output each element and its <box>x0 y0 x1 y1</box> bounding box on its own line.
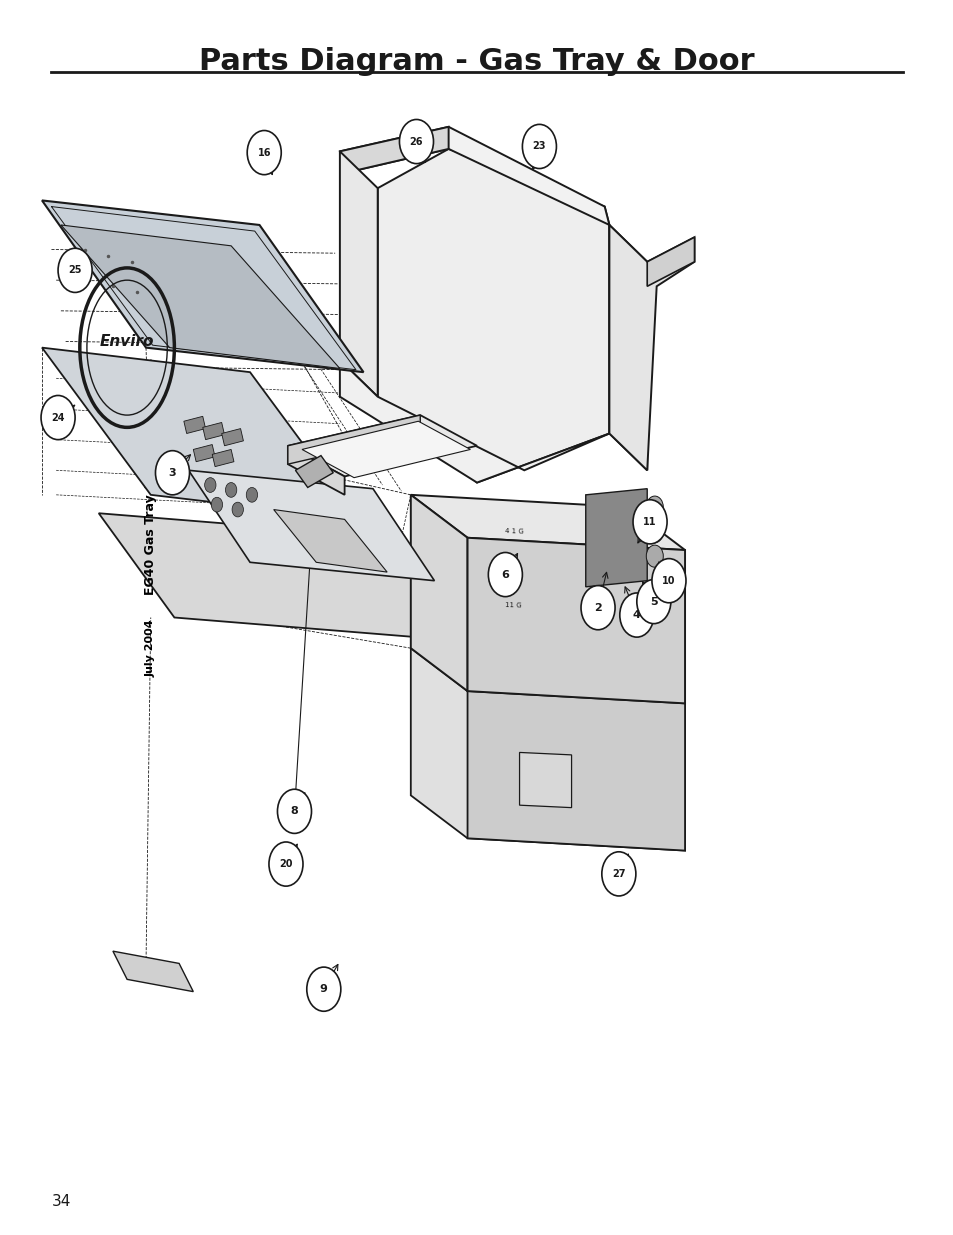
Circle shape <box>225 483 236 498</box>
Circle shape <box>522 125 556 168</box>
Polygon shape <box>339 127 609 225</box>
Polygon shape <box>189 471 434 580</box>
Text: EG40 Gas Tray & Door Assemblies: EG40 Gas Tray & Door Assemblies <box>144 358 157 595</box>
Polygon shape <box>42 200 363 372</box>
Circle shape <box>619 593 653 637</box>
Polygon shape <box>609 225 694 471</box>
Polygon shape <box>203 422 224 440</box>
Text: 11 G: 11 G <box>505 601 521 609</box>
Text: 10: 10 <box>661 576 675 585</box>
Circle shape <box>651 558 685 603</box>
Text: 16: 16 <box>257 148 271 158</box>
Polygon shape <box>339 359 609 483</box>
Circle shape <box>205 478 215 493</box>
Text: 26: 26 <box>409 137 423 147</box>
Polygon shape <box>339 152 377 396</box>
Circle shape <box>232 503 243 517</box>
Circle shape <box>601 852 636 895</box>
Text: 20: 20 <box>279 860 293 869</box>
Polygon shape <box>519 752 571 808</box>
Circle shape <box>580 585 615 630</box>
Text: 24: 24 <box>51 412 65 422</box>
Polygon shape <box>411 495 684 550</box>
Polygon shape <box>339 127 448 173</box>
Text: 4: 4 <box>632 610 640 620</box>
Text: 27: 27 <box>612 869 625 879</box>
Text: 5: 5 <box>649 597 657 606</box>
Text: 3: 3 <box>169 468 176 478</box>
Polygon shape <box>98 514 476 642</box>
Polygon shape <box>193 445 214 462</box>
Circle shape <box>645 521 662 542</box>
Polygon shape <box>288 446 344 495</box>
Polygon shape <box>184 416 206 433</box>
Polygon shape <box>411 495 467 692</box>
Text: 34: 34 <box>51 1194 71 1209</box>
Circle shape <box>41 395 75 440</box>
Polygon shape <box>295 456 333 488</box>
Polygon shape <box>288 415 420 464</box>
Text: 8: 8 <box>291 806 298 816</box>
Circle shape <box>269 842 303 887</box>
Circle shape <box>58 248 92 293</box>
Circle shape <box>155 451 190 495</box>
Polygon shape <box>646 237 694 287</box>
Circle shape <box>247 131 281 174</box>
Text: 25: 25 <box>69 266 82 275</box>
Polygon shape <box>377 149 609 483</box>
Polygon shape <box>212 450 233 467</box>
Polygon shape <box>467 537 684 704</box>
Polygon shape <box>42 347 358 520</box>
Circle shape <box>211 498 222 513</box>
Polygon shape <box>411 648 684 851</box>
Circle shape <box>307 967 340 1011</box>
Circle shape <box>277 789 312 834</box>
Polygon shape <box>609 225 646 471</box>
Circle shape <box>637 579 670 624</box>
Circle shape <box>645 545 662 567</box>
Polygon shape <box>302 421 470 478</box>
Polygon shape <box>467 692 684 851</box>
Text: 9: 9 <box>319 984 328 994</box>
Text: Parts Diagram - Gas Tray & Door: Parts Diagram - Gas Tray & Door <box>199 47 754 77</box>
Polygon shape <box>221 429 243 446</box>
Polygon shape <box>585 489 646 587</box>
Circle shape <box>633 500 666 543</box>
Polygon shape <box>274 510 387 572</box>
Text: July 2004: July 2004 <box>146 620 155 677</box>
Polygon shape <box>112 951 193 992</box>
Polygon shape <box>61 225 339 368</box>
Circle shape <box>488 552 522 597</box>
Polygon shape <box>288 415 476 477</box>
Text: 4 1 G: 4 1 G <box>505 529 524 535</box>
Text: 11: 11 <box>642 516 656 527</box>
Text: 2: 2 <box>594 603 601 613</box>
Circle shape <box>246 488 257 503</box>
Text: 6: 6 <box>501 569 509 579</box>
Circle shape <box>645 496 662 519</box>
Text: 23: 23 <box>532 142 545 152</box>
Text: Enviro: Enviro <box>100 333 154 350</box>
Circle shape <box>399 120 433 163</box>
